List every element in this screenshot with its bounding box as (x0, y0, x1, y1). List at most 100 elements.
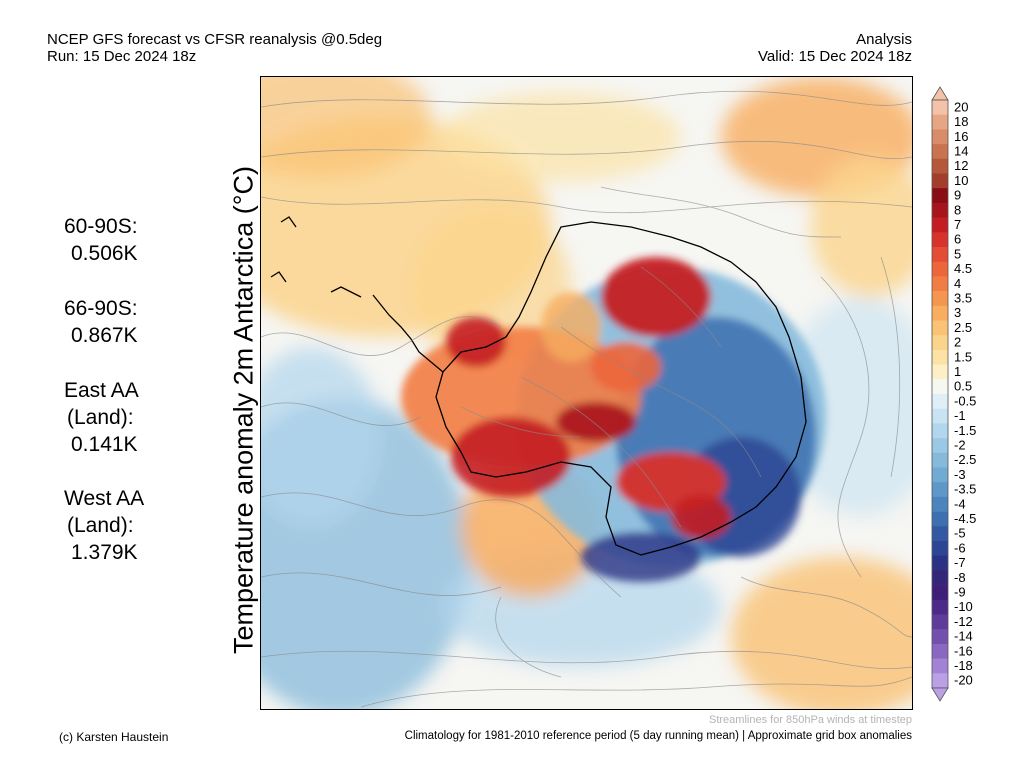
colorbar-swatch (932, 394, 948, 409)
colorbar-label: -16 (954, 643, 973, 658)
model-title: NCEP GFS forecast vs CFSR reanalysis @0.… (47, 31, 383, 48)
colorbar-swatch (932, 188, 948, 204)
colorbar-swatch (932, 232, 948, 248)
colorbar-swatch (932, 482, 948, 498)
colorbar-label: -1 (954, 408, 966, 423)
colorbar-swatch (932, 658, 948, 674)
colorbar-swatch (932, 408, 948, 424)
stat-label: (Land): (67, 406, 134, 429)
colorbar-swatch (932, 217, 948, 233)
colorbar-swatch (932, 364, 948, 380)
colorbar-swatch (932, 129, 948, 145)
colorbar-swatch (932, 614, 948, 630)
colorbar-label: -14 (954, 629, 973, 644)
colorbar-label: 20 (954, 99, 968, 114)
colorbar-swatch (932, 247, 948, 262)
colorbar-label: -7 (954, 555, 966, 570)
colorbar-label: 18 (954, 114, 968, 129)
colorbar-label: -1.5 (954, 423, 976, 438)
colorbar-label: 8 (954, 202, 961, 217)
coastline (270, 216, 807, 556)
colorbar-arrow-down (931, 687, 949, 702)
colorbar-label: 16 (954, 129, 968, 144)
copyright: (c) Karsten Haustein (59, 730, 169, 744)
colorbar-label: -4 (954, 496, 966, 511)
colorbar-swatch (932, 320, 948, 336)
colorbar-label: -9 (954, 584, 966, 599)
colorbar-swatch (932, 526, 948, 542)
colorbar-label: -12 (954, 614, 973, 629)
climatology-note: Climatology for 1981-2010 reference peri… (404, 730, 912, 742)
colorbar-swatch (932, 114, 948, 130)
colorbar-label: 12 (954, 158, 968, 173)
stat-east-aa: East AA (Land): 0.141K (64, 377, 139, 458)
anomaly-map (260, 76, 913, 710)
colorbar-swatch (932, 202, 948, 218)
colorbar: 201816141210987654.543.532.521.510.5-0.5… (931, 86, 976, 702)
colorbar-swatch (932, 511, 948, 527)
colorbar-label: 4.5 (954, 261, 972, 276)
streamlines-note: Streamlines for 850hPa winds at timestep (709, 714, 912, 726)
colorbar-label: 6 (954, 232, 961, 247)
colorbar-swatch (932, 379, 948, 395)
stat-value: 0.867K (71, 324, 138, 347)
colorbar-swatch (932, 452, 948, 468)
colorbar-label: 9 (954, 188, 961, 203)
colorbar-label: -5 (954, 526, 966, 541)
colorbar-swatch (932, 673, 948, 689)
colorbar-label: -2.5 (954, 452, 976, 467)
colorbar-label: -0.5 (954, 393, 976, 408)
colorbar-swatch (932, 349, 948, 365)
colorbar-swatch (932, 276, 948, 292)
colorbar-swatches (931, 86, 949, 702)
colorbar-label: -3.5 (954, 482, 976, 497)
colorbar-swatch (932, 100, 948, 115)
colorbar-swatch (932, 291, 948, 307)
colorbar-swatch (932, 585, 948, 601)
stat-label: (Land): (67, 514, 134, 537)
colorbar-label: 2 (954, 335, 961, 350)
colorbar-label: -8 (954, 570, 966, 585)
colorbar-label: -18 (954, 658, 973, 673)
colorbar-label: 2.5 (954, 320, 972, 335)
colorbar-swatch (932, 423, 948, 439)
colorbar-labels: 201816141210987654.543.532.521.510.5-0.5… (954, 99, 976, 687)
colorbar-swatch (932, 467, 948, 483)
colorbar-swatch (932, 158, 948, 174)
colorbar-label: -10 (954, 599, 973, 614)
colorbar-label: -3 (954, 467, 966, 482)
colorbar-swatch (932, 599, 948, 615)
stat-66-90s: 66-90S: 0.867K (64, 295, 138, 349)
colorbar-swatch (932, 541, 948, 556)
stat-value: 0.506K (71, 242, 138, 265)
colorbar-swatch (932, 438, 948, 454)
stat-label: 60-90S: (64, 215, 138, 238)
stat-label: East AA (64, 379, 139, 402)
colorbar-swatch (932, 629, 948, 645)
colorbar-swatch (932, 335, 948, 351)
stat-label: 66-90S: (64, 297, 138, 320)
colorbar-swatch (932, 555, 948, 571)
run-time: Run: 15 Dec 2024 18z (47, 48, 197, 65)
header-title: NCEP GFS forecast vs CFSR reanalysis @0.… (47, 31, 382, 65)
colorbar-label: 3 (954, 305, 961, 320)
stat-value: 1.379K (71, 541, 138, 564)
stat-west-aa: West AA (Land): 1.379K (64, 485, 144, 566)
colorbar-swatch (932, 144, 948, 160)
colorbar-label: 4 (954, 276, 961, 291)
colorbar-label: -2 (954, 437, 966, 452)
colorbar-arrow-up (931, 86, 949, 101)
stat-label: West AA (64, 487, 145, 510)
colorbar-label: 3.5 (954, 290, 972, 305)
colorbar-label: -6 (954, 540, 966, 555)
colorbar-label: 0.5 (954, 379, 972, 394)
colorbar-swatch (932, 496, 948, 512)
colorbar-swatch (932, 305, 948, 321)
colorbar-swatch (932, 570, 948, 586)
stat-60-90s: 60-90S: 0.506K (64, 213, 138, 267)
colorbar-label: 14 (954, 143, 968, 158)
colorbar-swatch (932, 173, 948, 189)
colorbar-label: -4.5 (954, 511, 976, 526)
colorbar-swatch (932, 261, 948, 277)
colorbar-label: -20 (954, 673, 973, 688)
